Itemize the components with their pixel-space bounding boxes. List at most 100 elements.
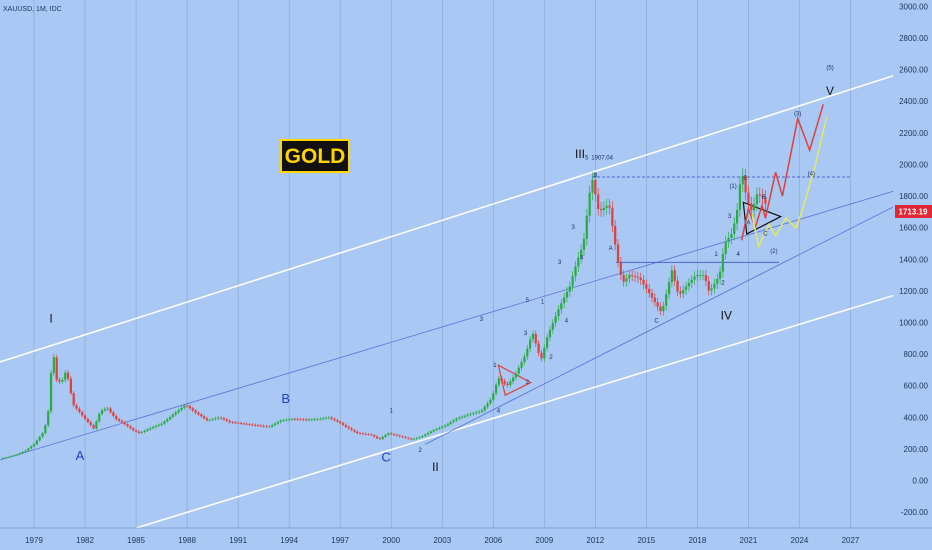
candle-body	[670, 270, 673, 283]
time-axis[interactable]: 1979 1982 1985 1988 1991 1994 1997 2000 2003 2006…	[0, 527, 932, 545]
candle-body	[500, 378, 503, 381]
x-tick-label: 2018	[688, 536, 706, 545]
candle-body	[350, 428, 353, 430]
candle-body	[662, 305, 665, 312]
candle-body	[727, 237, 730, 242]
candle-body	[412, 438, 415, 440]
wave-label-minor: (5)	[826, 66, 833, 72]
price-axis[interactable]: 3000.00 2800.00 2600.00 2400.00 2200.00 2000.…	[899, 2, 928, 517]
candle-body	[517, 367, 520, 374]
candle-body	[30, 446, 33, 449]
grid-lines	[33, 0, 851, 528]
candle-body	[10, 456, 13, 457]
candle-body	[103, 408, 106, 411]
candle-body	[690, 279, 693, 283]
candle-body	[438, 427, 441, 429]
wave-label-minor: 3	[524, 331, 528, 337]
wave-label-minor: 1907.04	[591, 156, 613, 162]
candle-body	[503, 380, 506, 384]
candle-body	[616, 244, 620, 262]
candle-body	[282, 420, 285, 421]
candle-body	[7, 456, 10, 458]
candle-body	[585, 215, 588, 239]
candle-body	[234, 422, 237, 424]
y-tick-label: 1200.00	[899, 287, 928, 296]
candle-body	[180, 407, 183, 411]
wave-label-minor: (3)	[794, 111, 801, 117]
candle-body	[699, 275, 702, 276]
wave-label-minor: B	[593, 173, 597, 179]
y-tick-label: 2600.00	[899, 66, 928, 75]
x-tick-label: 1997	[331, 536, 349, 545]
candle-body	[648, 288, 651, 294]
candle-body	[41, 433, 44, 437]
candle-body	[682, 289, 685, 294]
candle-body	[242, 423, 245, 425]
candle-body	[713, 283, 716, 289]
wave-label-minor: 1	[390, 409, 394, 415]
wave-label-minor: (1)	[729, 184, 736, 190]
wave-label-minor: 3	[480, 317, 484, 323]
candle-body	[563, 297, 566, 304]
candle-body	[305, 419, 308, 421]
candle-body	[168, 416, 172, 420]
candle-body	[509, 381, 512, 385]
candle-body	[89, 422, 92, 426]
candle-body	[18, 453, 21, 455]
candle-body	[353, 429, 356, 432]
x-tick-label: 2015	[637, 536, 655, 545]
y-tick-label: 2200.00	[899, 129, 928, 138]
candle-body	[446, 423, 450, 426]
candle-body	[140, 432, 143, 433]
candle-body	[441, 426, 444, 428]
candle-body	[639, 277, 642, 280]
candle-body	[466, 414, 469, 416]
candle-body	[492, 393, 495, 400]
candle-body	[330, 417, 333, 419]
candle-body	[435, 428, 438, 430]
candle-body	[290, 418, 294, 420]
x-tick-label: 1988	[178, 536, 196, 545]
candle-body	[66, 372, 70, 379]
x-tick-label: 2024	[791, 536, 809, 545]
candle-body	[200, 414, 203, 417]
candle-body	[296, 419, 299, 420]
wave-label-minor: (2)	[770, 249, 777, 255]
candle-body	[560, 303, 563, 310]
y-tick-label: 2400.00	[899, 97, 928, 106]
candle-body	[574, 266, 577, 277]
candle-body	[375, 436, 379, 439]
candle-body	[636, 276, 639, 278]
price-candles	[1, 168, 767, 460]
candle-body	[721, 253, 725, 272]
wave-label-minor: 1	[714, 252, 718, 258]
candle-body	[259, 425, 262, 427]
candle-body	[191, 408, 194, 411]
wave-label-minor: (4)	[808, 171, 815, 177]
candle-body	[514, 373, 518, 378]
candle-body	[13, 455, 16, 457]
candle-body	[449, 422, 452, 424]
candle-body	[724, 241, 727, 254]
x-tick-label: 2009	[535, 536, 553, 545]
candle-body	[367, 434, 370, 435]
candle-body	[733, 223, 736, 234]
candle-body	[401, 436, 404, 438]
wave-label-major: V	[826, 84, 834, 98]
middle-trendline	[0, 190, 894, 461]
wave-label-minor: 4	[580, 255, 584, 261]
candle-body	[109, 408, 112, 413]
wave-label-minor: 1	[541, 300, 545, 306]
candle-body	[378, 438, 381, 440]
candle-body	[665, 294, 668, 306]
candle-body	[546, 337, 549, 348]
candle-body	[582, 238, 586, 250]
wave-label-minor: C	[763, 232, 768, 238]
candle-body	[744, 175, 747, 193]
candle-body	[324, 417, 328, 419]
y-tick-label: 3000.00	[899, 2, 928, 11]
candle-body	[452, 420, 455, 423]
candle-body	[61, 379, 64, 382]
